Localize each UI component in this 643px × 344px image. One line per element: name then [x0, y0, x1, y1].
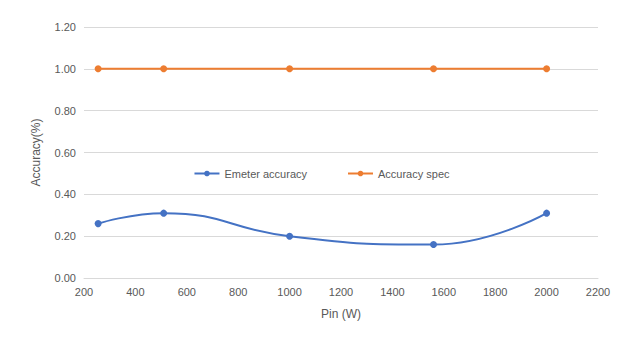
svg-text:2200: 2200 — [586, 286, 610, 298]
svg-text:1.00: 1.00 — [55, 63, 76, 75]
svg-text:1400: 1400 — [380, 286, 404, 298]
svg-text:Emeter accuracy: Emeter accuracy — [224, 168, 307, 180]
svg-text:1.20: 1.20 — [55, 21, 76, 33]
svg-text:1200: 1200 — [329, 286, 353, 298]
svg-text:1600: 1600 — [432, 286, 456, 298]
svg-text:800: 800 — [229, 286, 247, 298]
svg-text:2000: 2000 — [534, 286, 558, 298]
svg-text:Pin (W): Pin (W) — [321, 307, 361, 321]
svg-text:Accuracy spec: Accuracy spec — [378, 168, 450, 180]
svg-text:0.40: 0.40 — [55, 188, 76, 200]
svg-text:0.00: 0.00 — [55, 272, 76, 284]
svg-text:0.20: 0.20 — [55, 230, 76, 242]
svg-text:1000: 1000 — [277, 286, 301, 298]
svg-text:0.60: 0.60 — [55, 147, 76, 159]
svg-text:Accuracy(%): Accuracy(%) — [29, 118, 43, 186]
svg-text:200: 200 — [75, 286, 93, 298]
svg-text:600: 600 — [178, 286, 196, 298]
svg-text:0.80: 0.80 — [55, 105, 76, 117]
svg-text:400: 400 — [126, 286, 144, 298]
svg-text:1800: 1800 — [483, 286, 507, 298]
